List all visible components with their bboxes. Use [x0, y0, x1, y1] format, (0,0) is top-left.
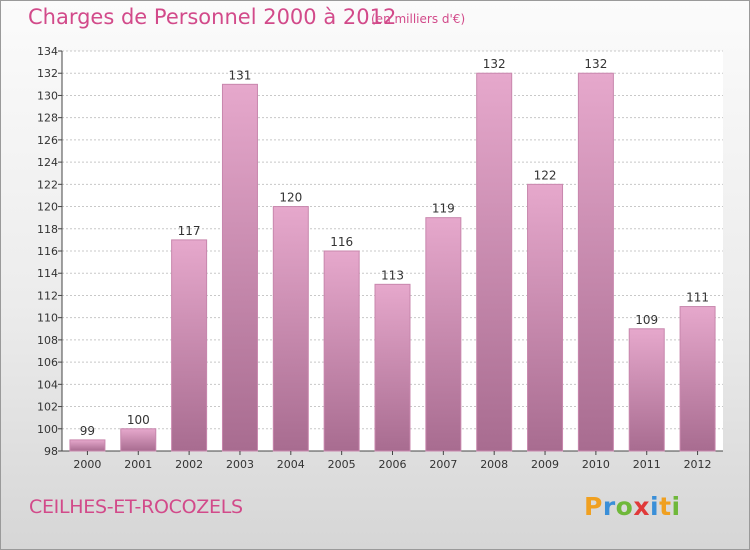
- bar-2007: [425, 217, 462, 452]
- bar-2005: [323, 250, 360, 452]
- bar-2009: [527, 183, 564, 452]
- bar-value-label: 132: [483, 57, 506, 71]
- bar-value-label: 100: [127, 413, 150, 427]
- y-tick-label: 118: [37, 223, 58, 236]
- x-tick-label: 2004: [277, 458, 305, 471]
- bar-2008: [476, 72, 513, 452]
- logo-letter: i: [650, 492, 660, 521]
- x-tick-label: 2007: [429, 458, 457, 471]
- bar-value-label: 109: [635, 313, 658, 327]
- proxiti-logo: Proxiti: [584, 492, 681, 521]
- logo-letter: r: [602, 492, 616, 521]
- x-tick-label: 2006: [379, 458, 407, 471]
- bar-value-label: 122: [534, 168, 557, 182]
- bar-value-label: 111: [686, 291, 709, 305]
- logo-letter: P: [584, 492, 603, 521]
- bar-2002: [171, 239, 208, 452]
- logo-letter: o: [615, 492, 634, 521]
- x-tick-label: 2011: [633, 458, 661, 471]
- y-tick-label: 100: [37, 423, 58, 436]
- y-tick-label: 116: [37, 245, 58, 258]
- bar-value-label: 99: [80, 424, 95, 438]
- y-tick-label: 122: [37, 178, 58, 191]
- y-tick-label: 106: [37, 356, 58, 369]
- bar-value-label: 116: [330, 235, 353, 249]
- bar-2012: [679, 306, 716, 452]
- bar-value-label: 119: [432, 202, 455, 216]
- bar-2006: [374, 283, 411, 452]
- y-tick-label: 124: [37, 156, 58, 169]
- y-tick-label: 120: [37, 201, 58, 214]
- x-tick-label: 2001: [124, 458, 152, 471]
- x-tick-label: 2002: [175, 458, 203, 471]
- y-tick-label: 112: [37, 289, 58, 302]
- bar-value-label: 120: [279, 191, 302, 205]
- chart-title: Charges de Personnel 2000 à 2012: [28, 5, 397, 29]
- y-tick-label: 104: [37, 378, 58, 391]
- commune-name: CEILHES-ET-ROCOZELS: [29, 496, 243, 518]
- x-tick-label: 2009: [531, 458, 559, 471]
- x-tick-label: 2010: [582, 458, 610, 471]
- bar-value-label: 117: [178, 224, 201, 238]
- x-tick-label: 2000: [73, 458, 101, 471]
- bar-2004: [272, 206, 309, 452]
- x-tick-label: 2005: [328, 458, 356, 471]
- x-tick-label: 2012: [684, 458, 712, 471]
- bar-2010: [577, 72, 614, 452]
- y-tick-label: 114: [37, 267, 58, 280]
- x-tick-label: 2008: [480, 458, 508, 471]
- y-tick-label: 102: [37, 401, 58, 414]
- bar-2011: [628, 328, 665, 452]
- y-tick-label: 130: [37, 89, 58, 102]
- bar-value-label: 113: [381, 268, 404, 282]
- bar-2000: [69, 439, 106, 452]
- bar-2003: [221, 83, 258, 452]
- y-tick-label: 126: [37, 134, 58, 147]
- y-tick-label: 98: [44, 445, 58, 458]
- y-tick-label: 132: [37, 67, 58, 80]
- logo-letter: i: [671, 492, 681, 521]
- unit-note: (en milliers d'€): [371, 12, 466, 26]
- logo-letter: x: [633, 492, 650, 521]
- y-tick-label: 108: [37, 334, 58, 347]
- bar-2001: [120, 428, 157, 452]
- y-tick-label: 110: [37, 312, 58, 325]
- x-tick-label: 2003: [226, 458, 254, 471]
- bar-value-label: 132: [584, 57, 607, 71]
- y-tick-label: 134: [37, 45, 58, 58]
- y-tick-label: 128: [37, 112, 58, 125]
- bar-value-label: 131: [229, 68, 252, 82]
- logo-letter: t: [659, 492, 672, 521]
